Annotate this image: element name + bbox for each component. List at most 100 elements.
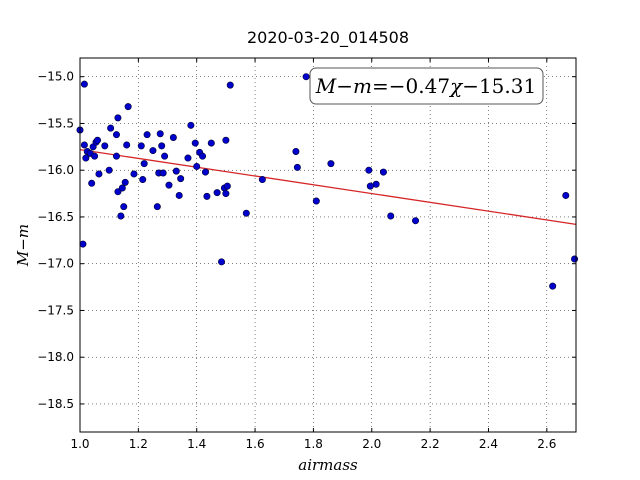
data-point: [379, 168, 387, 176]
data-point: [80, 141, 88, 149]
data-point: [107, 124, 115, 132]
data-point: [258, 176, 266, 184]
y-tick-label: −17.0: [37, 257, 74, 271]
data-point: [156, 130, 164, 138]
data-point: [165, 181, 173, 189]
data-point: [175, 191, 183, 199]
data-point: [177, 175, 185, 183]
data-point: [366, 182, 374, 190]
data-point: [121, 178, 129, 186]
data-point: [365, 166, 373, 174]
eq-m: m: [353, 74, 372, 98]
y-tick-label: −15.5: [37, 116, 74, 130]
data-point: [187, 121, 195, 129]
y-tick-label: −16.5: [37, 210, 74, 224]
data-point: [207, 139, 215, 147]
equation-box-frame: [309, 67, 544, 105]
x-tick-label: 2.6: [537, 437, 556, 451]
data-point: [172, 167, 180, 175]
axis-ticks: 1.0 1.2 1.4 1.6 1.8 2.0 2.2 2.4 2.6 −15.0 −15.5 −16…: [37, 58, 576, 451]
data-point: [412, 217, 420, 225]
eq-minus: −: [336, 74, 353, 98]
eq-intercept: −15.31: [462, 74, 536, 98]
data-point: [139, 176, 147, 184]
data-point: [169, 133, 177, 141]
data-point: [222, 136, 230, 144]
x-tick-label: 1.6: [246, 437, 265, 451]
chart-title: 2020-03-20_014508: [247, 28, 409, 48]
data-point: [372, 180, 380, 188]
data-point: [223, 182, 231, 190]
y-tick-label: −16.0: [37, 163, 74, 177]
y-tick-label: −18.5: [37, 397, 74, 411]
data-point: [302, 73, 310, 81]
data-point: [153, 203, 161, 211]
data-point: [312, 197, 320, 205]
data-point: [130, 170, 138, 178]
data-point: [82, 154, 90, 162]
data-point: [201, 168, 209, 176]
x-tick-label: 1.8: [304, 437, 323, 451]
data-point: [123, 141, 131, 149]
data-point: [112, 131, 120, 139]
data-point: [159, 169, 167, 177]
data-point: [218, 258, 226, 266]
data-point: [293, 163, 301, 171]
x-tick-label: 1.0: [70, 437, 89, 451]
data-point: [80, 80, 88, 88]
data-point: [118, 184, 126, 192]
eq-equals: =: [372, 74, 389, 98]
data-point: [114, 188, 122, 196]
data-point: [94, 136, 102, 144]
data-point: [292, 148, 300, 156]
data-point: [101, 142, 109, 150]
data-point: [222, 190, 230, 198]
x-tick-label: 1.2: [129, 437, 148, 451]
data-point: [91, 152, 99, 160]
data-point: [184, 154, 192, 162]
data-point: [120, 203, 128, 211]
y-tick-label: −18.0: [37, 350, 74, 364]
fit-equation: M−m=−0.47χ−15.31: [315, 74, 536, 98]
data-points: [76, 73, 579, 290]
data-point: [327, 160, 335, 168]
x-tick-label: 2.4: [479, 437, 498, 451]
data-point: [149, 147, 157, 155]
data-point: [158, 142, 166, 150]
fit-line: [79, 148, 577, 225]
data-point: [199, 152, 207, 160]
data-point: [117, 212, 125, 220]
data-point: [137, 142, 145, 150]
x-tick-label: 2.0: [362, 437, 381, 451]
y-axis-label: M−m: [14, 224, 32, 267]
y-tick-label: −17.5: [37, 303, 74, 317]
data-point: [549, 282, 557, 290]
plot-area: 1.0 1.2 1.4 1.6 1.8 2.0 2.2 2.4 2.6 −15.0 −15.5 −16…: [37, 57, 579, 451]
data-point: [114, 114, 122, 122]
data-point: [140, 160, 148, 168]
eq-M: M: [315, 74, 337, 98]
data-point: [161, 152, 169, 160]
plot-background: [80, 58, 576, 432]
data-point: [105, 166, 113, 174]
x-tick-label: 2.2: [421, 437, 440, 451]
data-point: [571, 255, 579, 263]
plot-frame: [79, 57, 577, 433]
x-axis-label: airmass: [298, 456, 358, 474]
data-point: [562, 191, 570, 199]
data-point: [88, 179, 96, 187]
data-point: [95, 170, 103, 178]
data-point: [226, 81, 234, 89]
x-tick-label: 1.4: [187, 437, 206, 451]
data-point: [242, 209, 250, 217]
eq-chi: χ: [448, 74, 464, 98]
data-point: [191, 139, 199, 147]
data-point: [213, 189, 221, 197]
y-tick-label: −15.0: [37, 70, 74, 84]
fit-equation-box: M−m=−0.47χ−15.31: [309, 67, 544, 105]
data-point: [143, 131, 151, 139]
data-point: [124, 103, 132, 111]
data-point: [112, 152, 120, 160]
data-point: [387, 212, 395, 220]
